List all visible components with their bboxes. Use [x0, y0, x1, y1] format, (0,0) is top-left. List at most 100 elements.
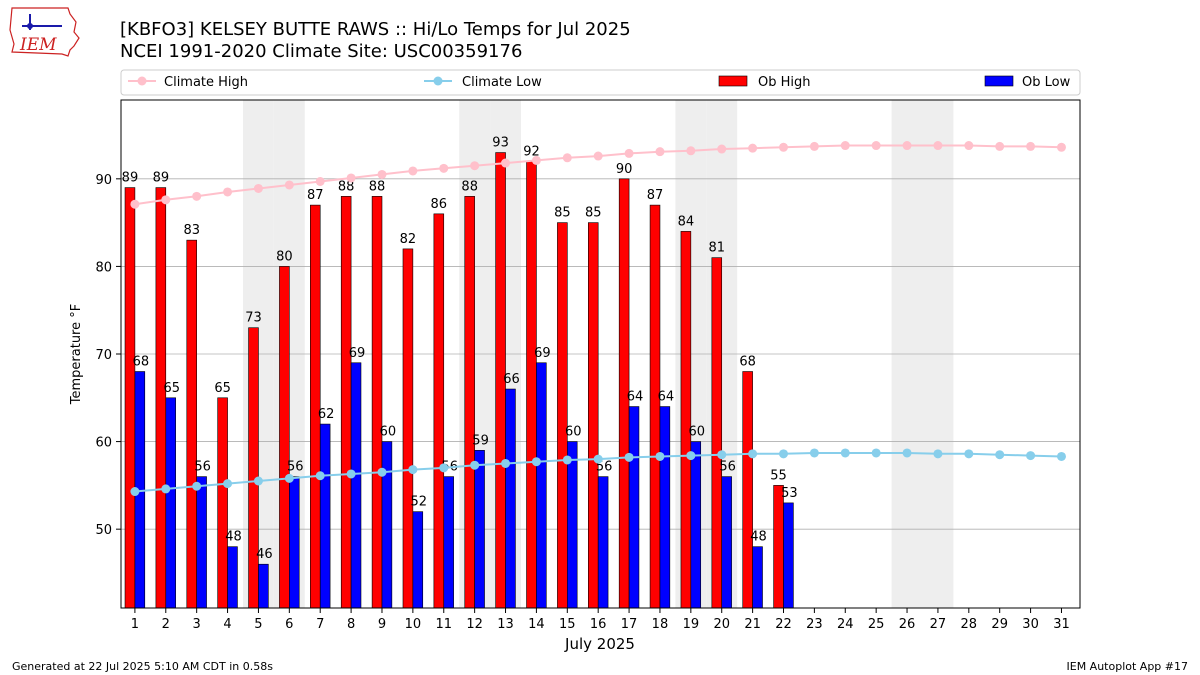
- ob-low-bar-12: [474, 450, 485, 609]
- ob-high-label-7: 87: [307, 188, 324, 203]
- ob-high-bar-10: [402, 248, 414, 609]
- x-tick-label-19: 19: [683, 617, 700, 632]
- x-tick-label-31: 31: [1053, 617, 1070, 632]
- ob-low-bar-16: [597, 476, 609, 609]
- ob-low-bar-22: [783, 502, 794, 609]
- y-tick-label-90: 90: [95, 173, 112, 188]
- ob-low-label-9: 60: [380, 425, 397, 440]
- climate-low-point-16: [593, 454, 603, 464]
- ob-high-label-6: 80: [276, 249, 293, 264]
- x-tick-label-13: 13: [497, 617, 514, 632]
- climate-high-point-12: [470, 161, 480, 171]
- legend-ob-low-label: Ob Low: [1022, 75, 1071, 90]
- climate-low-point-24: [840, 448, 850, 458]
- x-tick-label-16: 16: [590, 617, 607, 632]
- ob-high-bar-14: [526, 161, 537, 609]
- y-tick-label-50: 50: [95, 523, 112, 538]
- x-tick-label-17: 17: [621, 617, 638, 632]
- legend-climate-high-label: Climate High: [164, 75, 248, 90]
- climate-high-point-10: [408, 166, 418, 176]
- x-tick-label-18: 18: [652, 617, 669, 632]
- ob-high-label-13: 93: [492, 136, 509, 151]
- ob-low-bar-9: [381, 441, 393, 609]
- climate-high-point-21: [748, 143, 758, 153]
- ob-low-bar-3: [196, 476, 207, 609]
- ob-high-label-11: 86: [431, 197, 448, 212]
- climate-low-point-30: [1026, 451, 1036, 461]
- ob-high-bar-3: [186, 239, 197, 609]
- climate-low-point-12: [470, 460, 480, 470]
- climate-low-point-7: [315, 471, 325, 481]
- x-tick-label-29: 29: [991, 617, 1008, 632]
- ob-high-label-21: 68: [739, 355, 756, 370]
- ob-high-bar-12: [464, 196, 475, 609]
- ob-low-bar-2: [165, 397, 176, 609]
- ob-low-bar-8: [350, 362, 362, 609]
- x-tick-label-15: 15: [559, 617, 576, 632]
- climate-high-point-3: [192, 191, 202, 201]
- climate-high-point-1: [130, 199, 140, 209]
- climate-high-point-17: [624, 148, 634, 158]
- climate-low-point-5: [253, 476, 263, 486]
- ob-high-bar-18: [649, 204, 661, 609]
- y-tick-label-80: 80: [95, 260, 112, 275]
- iem-logo[interactable]: IEM: [9, 7, 80, 57]
- ob-high-bar-15: [557, 222, 568, 609]
- climate-low-point-9: [377, 467, 387, 477]
- x-axis-title: July 2025: [564, 635, 635, 653]
- climate-high-point-14: [531, 155, 541, 165]
- x-tick-label-26: 26: [899, 617, 916, 632]
- ob-low-bar-7: [319, 423, 331, 609]
- climate-high-point-19: [686, 146, 696, 156]
- ob-low-label-3: 56: [194, 460, 211, 475]
- legend-frame: [120, 69, 1081, 96]
- chart-title-line2: NCEI 1991-2020 Climate Site: USC00359176: [120, 41, 522, 62]
- climate-low-point-11: [439, 463, 449, 473]
- x-tick-label-22: 22: [775, 617, 792, 632]
- climate-high-point-8: [346, 173, 356, 183]
- x-tick-label-24: 24: [837, 617, 854, 632]
- ob-high-label-3: 83: [183, 223, 200, 238]
- plot-frame: [120, 99, 1081, 609]
- climate-low-point-25: [871, 448, 881, 458]
- x-tick-label-10: 10: [405, 617, 422, 632]
- ob-high-label-10: 82: [400, 232, 417, 247]
- ob-low-label-5: 46: [256, 547, 273, 562]
- legend-climate-low-label: Climate Low: [462, 75, 542, 90]
- ob-high-bar-16: [588, 222, 599, 609]
- climate-high-point-31: [1056, 142, 1066, 152]
- climate-low-point-15: [562, 455, 572, 465]
- climate-high-point-28: [964, 141, 974, 151]
- ob-low-bar-17: [628, 406, 640, 609]
- ob-low-label-6: 56: [287, 460, 304, 475]
- ob-high-label-14: 92: [523, 144, 540, 159]
- logo-text: IEM: [19, 35, 57, 55]
- climate-low-point-27: [933, 449, 943, 459]
- climate-high-point-2: [161, 195, 171, 205]
- ob-high-label-9: 88: [369, 179, 386, 194]
- climate-high-point-29: [995, 141, 1005, 151]
- climate-high-point-20: [717, 144, 727, 154]
- x-tick-label-4: 4: [223, 617, 231, 632]
- y-tick-label-70: 70: [95, 348, 112, 363]
- climate-high-point-4: [223, 187, 233, 197]
- ob-low-label-16: 56: [596, 460, 613, 475]
- ob-high-bar-8: [340, 196, 352, 609]
- ob-low-bar-4: [227, 546, 238, 609]
- climate-high-point-24: [840, 141, 850, 151]
- ob-low-label-20: 56: [719, 460, 736, 475]
- vane-hub-icon: [27, 23, 33, 29]
- ob-high-bar-1: [124, 187, 136, 609]
- ob-low-bar-20: [721, 476, 732, 609]
- iowa-outline-icon: [9, 7, 80, 57]
- ob-low-label-17: 64: [627, 390, 644, 405]
- legend-climate-low-marker: [433, 76, 443, 86]
- ob-high-label-8: 88: [338, 179, 355, 194]
- climate-low-point-18: [655, 451, 665, 461]
- x-tick-label-12: 12: [466, 617, 483, 632]
- ob-high-label-1: 89: [122, 171, 139, 186]
- ob-high-bar-22: [773, 485, 784, 609]
- legend: Climate High Climate Low Ob High Ob Low: [120, 69, 1081, 96]
- ob-high-bar-11: [433, 213, 445, 609]
- ob-high-bar-21: [742, 371, 753, 609]
